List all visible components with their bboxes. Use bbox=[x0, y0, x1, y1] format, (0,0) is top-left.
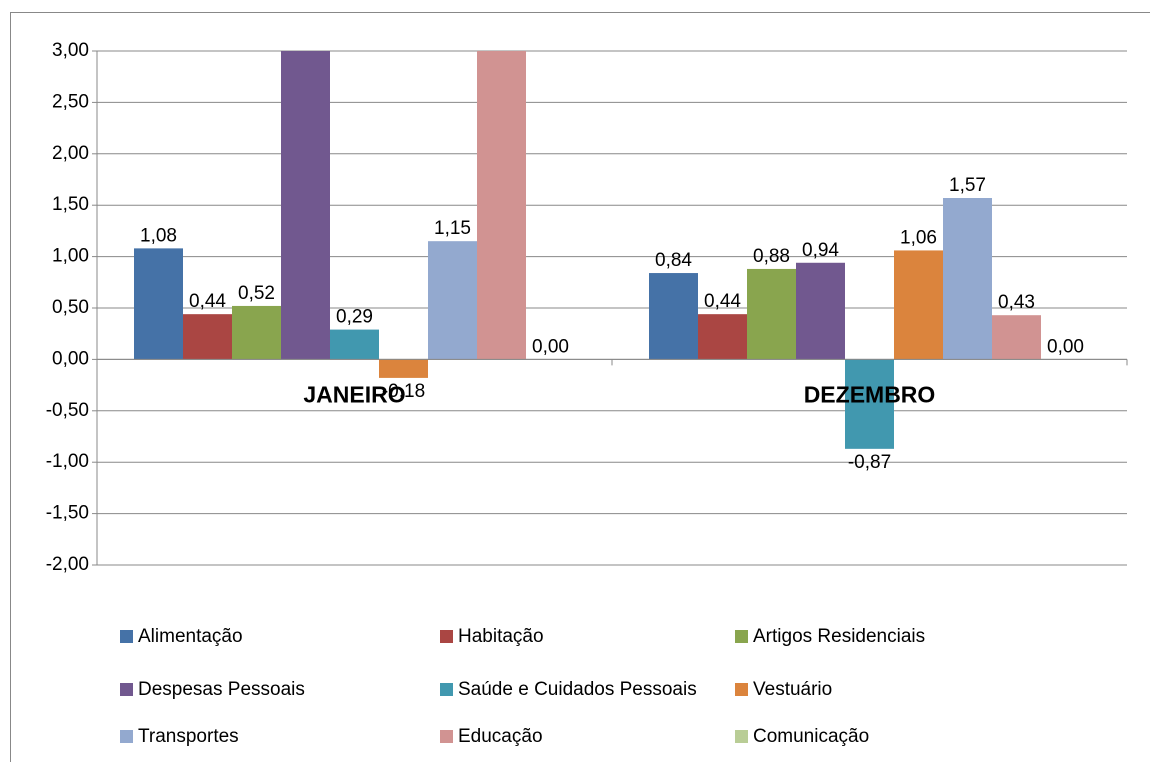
data-label: 0,94 bbox=[802, 240, 839, 261]
legend-label: Despesas Pessoais bbox=[138, 679, 305, 700]
y-tick-label: 0,50 bbox=[52, 297, 89, 318]
bar bbox=[134, 248, 183, 360]
legend-label: Artigos Residenciais bbox=[753, 626, 925, 647]
data-label: 0,88 bbox=[753, 246, 790, 267]
legend-label: Comunicação bbox=[753, 726, 869, 747]
bar bbox=[943, 198, 992, 360]
y-tick-label: 1,00 bbox=[52, 246, 89, 267]
y-tick-label: 1,50 bbox=[52, 194, 89, 215]
legend-swatch bbox=[120, 730, 133, 743]
bar bbox=[992, 315, 1041, 360]
data-label: 0,44 bbox=[704, 291, 741, 312]
data-label: -0,18 bbox=[382, 381, 425, 402]
bar bbox=[845, 359, 894, 449]
legend-swatch bbox=[735, 630, 748, 643]
bar bbox=[379, 359, 428, 378]
y-tick-label: -1,50 bbox=[46, 503, 89, 524]
y-tick-label: -1,00 bbox=[46, 451, 89, 472]
y-tick-label: 2,50 bbox=[52, 91, 89, 112]
bar bbox=[894, 250, 943, 360]
bar bbox=[232, 305, 281, 360]
plot-area bbox=[134, 51, 1041, 449]
bar bbox=[183, 314, 232, 360]
bar bbox=[477, 51, 526, 360]
data-label: 1,15 bbox=[434, 218, 471, 239]
category-label: DEZEMBRO bbox=[804, 381, 936, 407]
legend-label: Transportes bbox=[138, 726, 239, 747]
legend-label: Educação bbox=[458, 726, 543, 747]
bar bbox=[428, 241, 477, 360]
legend-swatch bbox=[735, 683, 748, 696]
legend-label: Vestuário bbox=[753, 679, 832, 700]
data-label: 0,52 bbox=[238, 283, 275, 304]
data-label: 0,29 bbox=[336, 307, 373, 328]
data-label: -0,87 bbox=[848, 452, 891, 473]
data-label: 1,06 bbox=[900, 227, 937, 248]
y-tick-label: -2,00 bbox=[46, 554, 89, 575]
legend-swatch bbox=[440, 630, 453, 643]
legend-swatch bbox=[440, 683, 453, 696]
category-label: JANEIRO bbox=[303, 381, 405, 407]
data-label: 0,00 bbox=[532, 336, 569, 357]
legend-swatch bbox=[440, 730, 453, 743]
legend-swatch bbox=[120, 630, 133, 643]
bar bbox=[698, 314, 747, 360]
legend-swatch bbox=[735, 730, 748, 743]
data-label: 0,84 bbox=[655, 250, 692, 271]
bar bbox=[796, 262, 845, 360]
legend-label: Alimentação bbox=[138, 626, 243, 647]
legend-label: Habitação bbox=[458, 626, 544, 647]
data-label: 1,57 bbox=[949, 175, 986, 196]
data-label: 0,00 bbox=[1047, 336, 1084, 357]
legend-swatch bbox=[120, 683, 133, 696]
bar bbox=[747, 268, 796, 360]
y-tick-label: 2,00 bbox=[52, 143, 89, 164]
chart-border bbox=[10, 12, 1150, 762]
bar bbox=[330, 329, 379, 360]
y-tick-label: 3,00 bbox=[52, 40, 89, 61]
legend-label: Saúde e Cuidados Pessoais bbox=[458, 679, 697, 700]
y-tick-label: 0,00 bbox=[52, 348, 89, 369]
bar bbox=[649, 273, 698, 360]
data-label: 1,08 bbox=[140, 225, 177, 246]
data-label: 0,43 bbox=[998, 292, 1035, 313]
y-tick-label: -0,50 bbox=[46, 400, 89, 421]
data-label: 0,44 bbox=[189, 291, 226, 312]
bar bbox=[281, 51, 330, 360]
